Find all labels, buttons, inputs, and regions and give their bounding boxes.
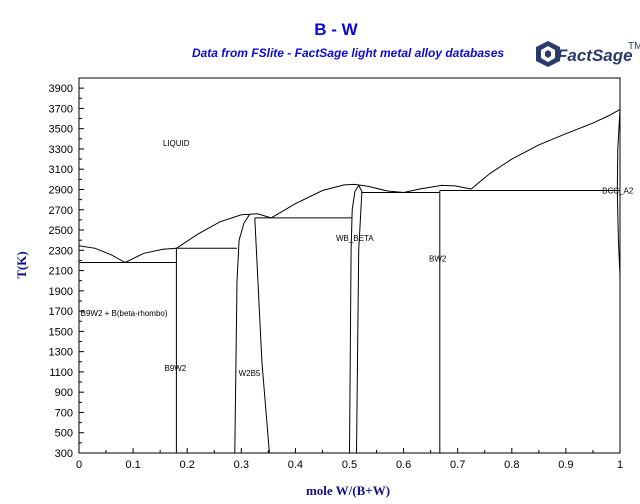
y-tick-label: 2700: [49, 205, 73, 217]
y-tick-label: 1700: [49, 306, 73, 318]
x-axis-title: mole W/(B+W): [306, 483, 390, 498]
phase-boundary-liquidus-w-side: [470, 108, 621, 190]
factsage-logo: FactSage TM: [536, 41, 640, 67]
phase-boundary-liquidus-wb: [270, 183, 404, 219]
phase-region-label: B9W2: [164, 364, 186, 373]
x-tick-label: 0.3: [234, 459, 249, 471]
phase-region-label: B9W2 + B(beta-rhombo): [81, 309, 168, 318]
region-labels: LIQUID B9W2 + B(beta-rhombo) B9W2 W2B5 WB_BE…: [81, 139, 634, 378]
y-tick-label: 2100: [49, 266, 73, 278]
y-tick-label: 3900: [49, 83, 73, 95]
y-tick-label: 3700: [49, 103, 73, 115]
x-tick-label: 0.4: [288, 459, 303, 471]
phase-boundary-liquidus-bw2: [403, 184, 472, 193]
x-axis: 0 0.1 0.2 0.3 0.4 0.5 0.6 0.7 0.8 0.9 1: [76, 448, 623, 471]
y-axis-title: T(K): [14, 251, 29, 278]
y-tick-label: 1500: [49, 326, 73, 338]
phase-boundary-liquidus-w2b5: [176, 213, 272, 249]
y-tick-label: 1300: [49, 347, 73, 359]
phase-boundaries: [78, 108, 621, 454]
y-tick-label: 1100: [49, 367, 73, 379]
phase-boundary-w2b5-left: [234, 214, 250, 454]
phase-region-label: BW2: [429, 254, 447, 263]
y-tick-label: 300: [55, 448, 73, 460]
y-tick-label: 900: [55, 387, 73, 399]
x-tick-label: 0.2: [180, 459, 195, 471]
phase-boundary-w2b5-right: [254, 217, 270, 454]
x-tick-label: 0.8: [504, 459, 519, 471]
logo-text: FactSage: [557, 46, 633, 65]
x-tick-label: 0.1: [125, 459, 140, 471]
plot-area: LIQUID B9W2 + B(beta-rhombo) B9W2 W2B5 WB_BE…: [78, 77, 634, 454]
x-tick-label: 0.6: [396, 459, 411, 471]
y-tick-label: 500: [55, 428, 73, 440]
phase-boundary-wb-right: [356, 185, 363, 454]
chart-subtitle: Data from FSlite - FactSage light metal …: [192, 46, 504, 60]
phase-region-label: WB_BETA: [336, 234, 374, 243]
x-tick-label: 0: [76, 459, 82, 471]
phase-region-label: BCC_A2: [602, 187, 634, 196]
y-tick-label: 2500: [49, 225, 73, 237]
y-tick-label: 3100: [49, 164, 73, 176]
logo-hex-icon: [536, 41, 560, 67]
phase-boundary-liquidus-b-side: [78, 245, 126, 263]
chart-title: B - W: [314, 20, 358, 39]
y-tick-label: 2300: [49, 245, 73, 257]
x-tick-label: 0.7: [450, 459, 465, 471]
x-tick-label: 0.9: [558, 459, 573, 471]
phase-region-label: W2B5: [239, 369, 261, 378]
logo-trademark: TM: [628, 41, 640, 52]
phase-boundary-wb-left: [349, 185, 360, 454]
y-tick-label: 2900: [49, 184, 73, 196]
y-axis: 300 500 700 900 1100 1300 1500 1700 1900 2100 2300…: [49, 83, 84, 460]
y-tick-label: 3300: [49, 144, 73, 156]
phase-boundary-liquidus-b9w2: [124, 247, 177, 263]
y-tick-label: 3500: [49, 124, 73, 136]
y-tick-label: 1900: [49, 286, 73, 298]
phase-region-label: LIQUID: [163, 139, 190, 148]
y-tick-label: 700: [55, 407, 73, 419]
phase-boundary-bcc-solvus: [616, 109, 621, 276]
x-tick-label: 0.5: [342, 459, 357, 471]
x-tick-label: 1: [617, 459, 623, 471]
